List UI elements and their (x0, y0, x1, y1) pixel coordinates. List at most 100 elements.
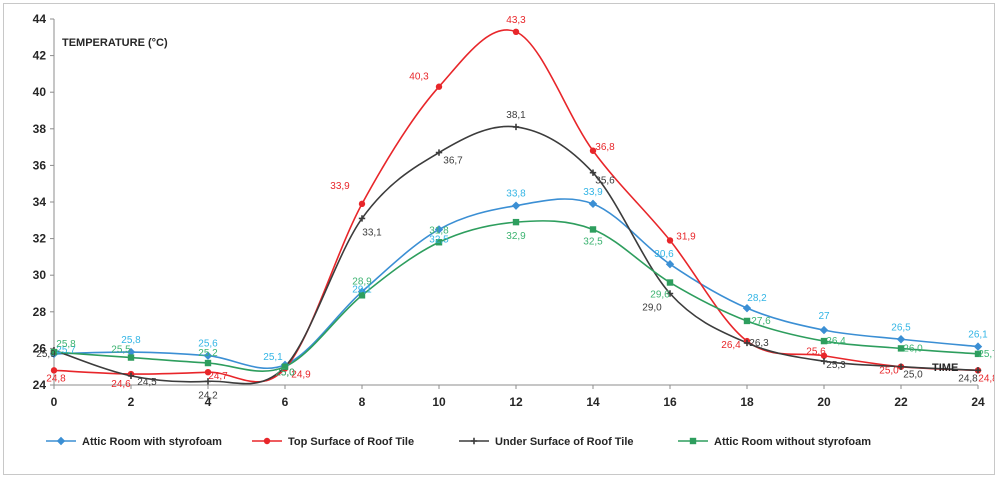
data-point (820, 352, 828, 359)
legend-marker (470, 437, 478, 445)
data-point (589, 147, 597, 154)
data-point (127, 354, 135, 361)
data-point (358, 292, 366, 299)
y-tick-label: 44 (33, 12, 47, 26)
data-label: 25,0 (879, 366, 899, 377)
data-label: 25,0 (275, 368, 295, 379)
data-point (820, 337, 828, 345)
data-label: 31,9 (676, 231, 696, 242)
data-point (435, 239, 443, 246)
y-tick-label: 32 (33, 232, 47, 246)
series-line (53, 125, 979, 385)
y-tick-label: 26 (33, 341, 47, 355)
data-label: 26,5 (891, 322, 911, 333)
data-label: 38,1 (506, 110, 526, 121)
x-tick-label: 8 (359, 395, 366, 409)
data-label: 26,4 (721, 340, 741, 351)
data-label: 25,8 (56, 339, 76, 350)
data-point (204, 359, 212, 367)
y-tick-label: 24 (33, 378, 47, 392)
y-tick-label: 30 (33, 268, 47, 282)
data-label: 36,7 (443, 156, 463, 167)
data-point (358, 215, 366, 222)
data-point (127, 372, 135, 380)
data-point (896, 335, 906, 344)
data-label: 25,6 (198, 339, 218, 350)
data-point (897, 363, 905, 370)
data-label: 25,0 (903, 370, 923, 381)
y-tick-label: 28 (33, 305, 47, 319)
data-label: 24,7 (208, 371, 228, 382)
legend-marker (263, 437, 271, 445)
data-label: 29,1 (352, 285, 372, 296)
legend: Attic Room with styrofoam Top Surface of … (46, 436, 871, 448)
x-tick-label: 6 (282, 395, 289, 409)
data-point (666, 279, 674, 286)
data-point (974, 350, 982, 358)
data-label: 25,7 (978, 349, 994, 360)
data-label: 27 (818, 311, 830, 322)
data-point (665, 260, 675, 269)
data-point (666, 237, 674, 244)
x-tick-label: 10 (432, 395, 446, 409)
data-label: 35,6 (595, 176, 615, 187)
y-tick-label: 36 (33, 158, 47, 172)
data-point (511, 201, 521, 210)
data-point (512, 28, 520, 36)
data-label: 25,8 (121, 335, 141, 346)
data-label: 25,6 (806, 347, 826, 358)
x-tick-label: 0 (51, 395, 58, 409)
data-point (512, 123, 520, 131)
data-label: 24,2 (198, 390, 218, 401)
data-label: 31,8 (429, 225, 449, 236)
x-tick-label: 22 (894, 395, 908, 409)
data-label: 33,9 (330, 181, 350, 192)
data-label: 24,6 (111, 379, 131, 390)
legend-item-label: Under Surface of Roof Tile (495, 436, 634, 448)
data-point (435, 83, 443, 90)
data-point (50, 348, 58, 356)
data-label: 29,0 (642, 303, 662, 314)
x-tick-label: 16 (663, 395, 677, 409)
data-label: 24,8 (958, 373, 978, 384)
data-label: 32,5 (583, 236, 603, 247)
data-label: 32,9 (506, 231, 526, 242)
data-label: 33,9 (583, 187, 603, 198)
data-point (203, 351, 213, 360)
data-point (819, 325, 829, 335)
x-tick-label: 24 (971, 395, 985, 409)
data-point (435, 149, 443, 156)
data-label: 26,1 (968, 330, 988, 341)
data-point (743, 339, 751, 347)
y-tick-label: 42 (33, 49, 47, 63)
data-label: 33,8 (506, 189, 526, 200)
data-label: 43,3 (506, 15, 526, 26)
data-label: 24,5 (137, 377, 157, 388)
data-label: 25,0 (275, 368, 295, 379)
x-axis-title: TIME (932, 362, 958, 374)
data-point (512, 218, 520, 226)
data-label: 24,8 (46, 373, 66, 384)
x-tick-label: 18 (740, 395, 754, 409)
data-label: 33,1 (362, 227, 382, 238)
series-line (53, 220, 979, 372)
x-tick-label: 14 (586, 395, 600, 409)
data-label: 24,9 (291, 370, 311, 381)
data-point (358, 200, 366, 208)
legend-item-label: Attic Room with styrofoam (82, 436, 222, 448)
data-point (50, 367, 58, 374)
data-point (434, 225, 444, 234)
axes (50, 18, 979, 389)
data-label: 40,3 (409, 72, 429, 83)
data-label: 25,3 (826, 360, 846, 371)
data-label: 32,5 (429, 234, 449, 245)
data-label: 27,6 (751, 316, 771, 327)
data-label: 25,7 (56, 345, 76, 356)
data-point (820, 358, 828, 365)
y-tick-label: 38 (33, 122, 47, 136)
data-point (743, 317, 751, 325)
legend-marker (56, 436, 66, 446)
data-label: 28,9 (352, 276, 372, 287)
x-tick-label: 4 (205, 395, 212, 409)
